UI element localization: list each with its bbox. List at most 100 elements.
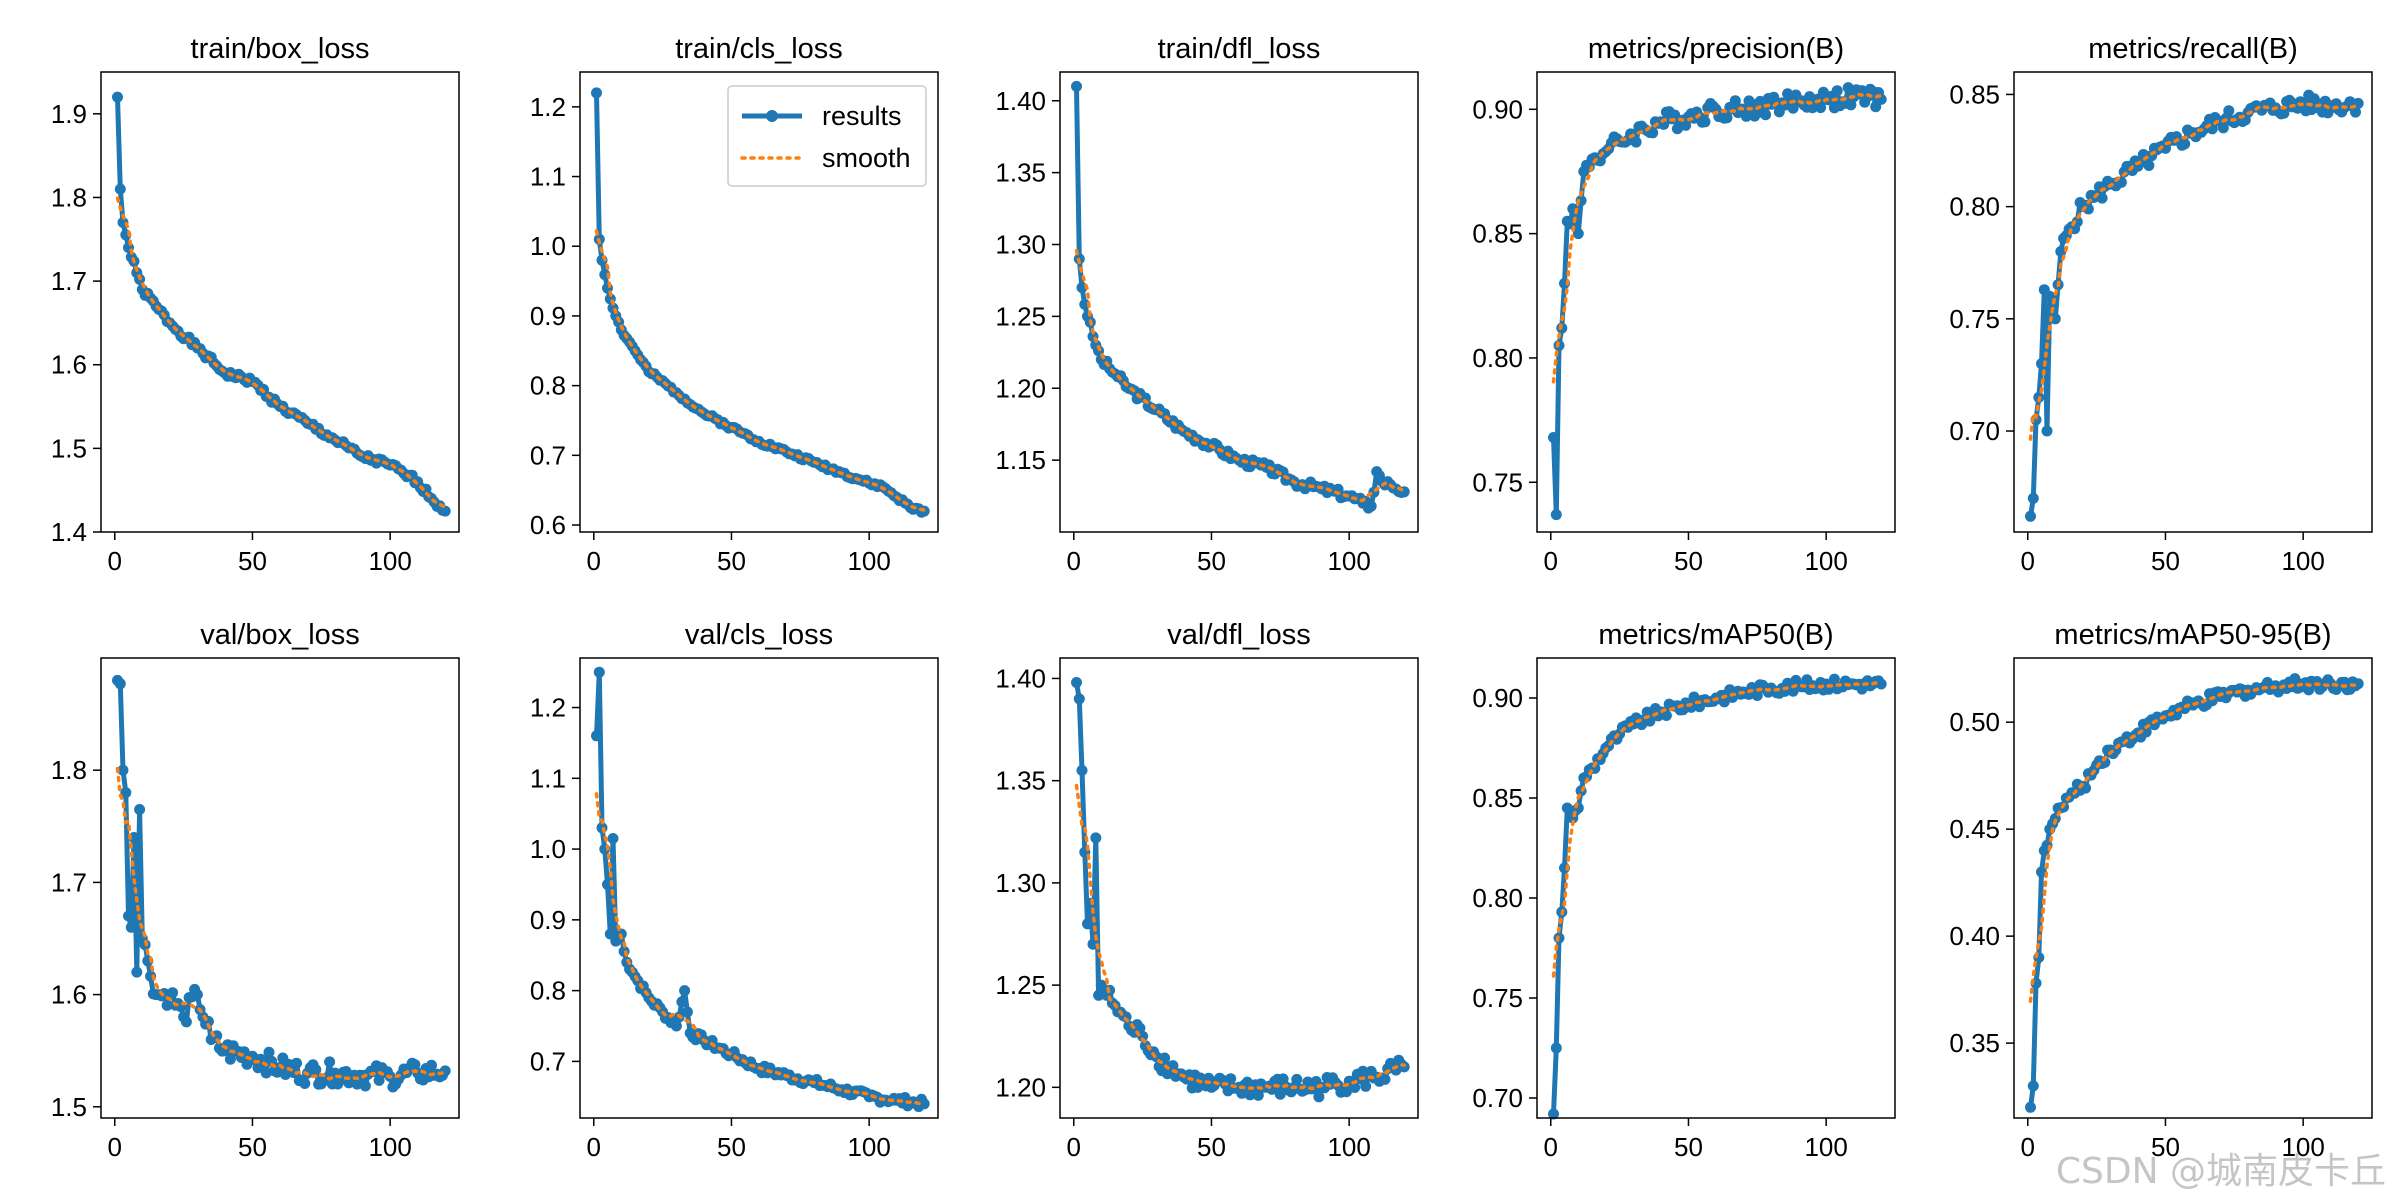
results-point <box>2179 138 2191 150</box>
results-point <box>1548 432 1559 443</box>
results-point <box>1139 392 1151 404</box>
results-point <box>167 987 179 999</box>
y-tick-label: 1.9 <box>51 99 87 129</box>
y-tick-label: 0.85 <box>1472 783 1523 813</box>
results-point <box>2140 726 2152 738</box>
y-tick-label: 1.6 <box>51 980 87 1010</box>
x-tick-label: 100 <box>1327 1132 1370 1162</box>
y-tick-label: 0.80 <box>1472 883 1523 913</box>
y-tick-label: 1.8 <box>51 182 87 212</box>
x-tick-label: 0 <box>108 1132 122 1162</box>
x-tick-label: 0 <box>1544 1132 1558 1162</box>
x-tick-label: 100 <box>368 546 411 576</box>
y-tick-label: 1.7 <box>51 867 87 897</box>
results-point <box>1570 211 1582 223</box>
smooth-line <box>2028 101 2360 441</box>
y-tick-label: 1.2 <box>530 92 566 122</box>
results-point <box>1760 109 1772 121</box>
axes-frame <box>579 71 939 533</box>
y-tick-label: 1.20 <box>995 373 1046 403</box>
smooth-line <box>1074 783 1406 1091</box>
y-tick-label: 1.15 <box>995 445 1046 475</box>
y-tick-label: 1.20 <box>995 1072 1046 1102</box>
results-point <box>2143 160 2155 171</box>
results-point <box>1079 298 1091 310</box>
results-point <box>679 985 691 997</box>
results-point <box>670 1020 682 1032</box>
y-tick-label: 0.75 <box>1949 304 2000 334</box>
x-tick-label: 100 <box>2281 546 2324 576</box>
results-line <box>2028 676 2360 1108</box>
results-point <box>1291 1073 1303 1085</box>
results-point <box>1875 678 1887 690</box>
results-point <box>280 1069 291 1080</box>
results-point <box>439 505 451 517</box>
results-point <box>2096 192 2108 204</box>
results-point <box>1669 109 1681 121</box>
results-point <box>1071 677 1082 688</box>
smooth-line <box>1551 92 1883 384</box>
y-tick-label: 1.2 <box>530 693 566 723</box>
results-line <box>594 669 927 1110</box>
results-point <box>1379 1073 1391 1085</box>
results-point <box>1167 1060 1179 1072</box>
x-tick-label: 0 <box>1544 546 1558 576</box>
subplot-2: train/cls_loss 0 50 100 0.6 0.7 0.8 0.9 1.0 1.1 1.… <box>530 33 939 576</box>
subplot-title: val/dfl_loss <box>1167 619 1310 651</box>
results-point <box>2055 246 2067 257</box>
results-point <box>125 921 137 933</box>
results-point <box>263 1046 275 1058</box>
y-tick-label: 1.35 <box>995 766 1046 796</box>
results-point <box>1660 710 1672 721</box>
results-point <box>291 1057 302 1069</box>
results-point <box>340 1066 352 1077</box>
results-point <box>324 1056 336 1068</box>
x-tick-label: 0 <box>587 546 601 576</box>
subplot-6: val/box_loss 0 50 100 1.5 1.6 1.7 1.8 <box>51 619 460 1162</box>
y-tick-label: 0.85 <box>1472 219 1523 249</box>
y-tick-label: 0.90 <box>1472 94 1523 124</box>
subplot-title: metrics/mAP50(B) <box>1598 619 1833 651</box>
results-point <box>1740 110 1752 122</box>
y-tick-label: 0.8 <box>530 976 566 1006</box>
results-point <box>681 1006 693 1018</box>
y-tick-label: 1.6 <box>51 350 87 380</box>
results-point <box>2025 1101 2036 1113</box>
results-point <box>359 1080 371 1092</box>
results-point <box>117 764 129 776</box>
results-point <box>1225 1073 1237 1085</box>
results-point <box>1076 764 1088 776</box>
results-point <box>134 804 146 815</box>
y-tick-label: 0.70 <box>1472 1083 1523 1113</box>
axes-frame <box>1059 657 1419 1119</box>
subplot-4: metrics/precision(B) 0 50 100 0.75 0.80 0.85 0.… <box>1472 33 1896 576</box>
y-tick-label: 1.0 <box>530 834 566 864</box>
y-tick-label: 1.1 <box>530 763 566 793</box>
axes-frame <box>1059 71 1419 533</box>
y-tick-label: 0.35 <box>1949 1028 2000 1058</box>
x-tick-label: 0 <box>1067 1132 1081 1162</box>
smooth-line <box>2028 682 2360 1003</box>
subplot-1: train/box_loss 0 50 100 1.4 1.5 1.6 1.7 1.8 1.9 <box>51 33 460 576</box>
y-tick-label: 0.6 <box>530 510 566 540</box>
y-tick-label: 1.7 <box>51 266 87 296</box>
results-point <box>1252 1089 1264 1101</box>
legend-results-marker <box>766 110 778 122</box>
x-tick-label: 100 <box>368 1132 411 1162</box>
results-point <box>1550 509 1562 521</box>
y-tick-label: 0.40 <box>1949 921 2000 951</box>
subplot-title: train/dfl_loss <box>1158 33 1321 65</box>
results-point <box>593 666 605 678</box>
results-point <box>1087 938 1099 950</box>
results-point <box>112 91 123 103</box>
x-tick-label: 50 <box>1197 546 1226 576</box>
legend-results-label: results <box>822 101 902 131</box>
results-point <box>260 1067 272 1079</box>
x-tick-label: 50 <box>2151 546 2180 576</box>
subplot-5: metrics/recall(B) 0 50 100 0.70 0.75 0.80 0.85 <box>1949 33 2373 576</box>
results-point <box>1729 95 1741 107</box>
results-point <box>131 966 143 978</box>
x-tick-label: 100 <box>847 1132 890 1162</box>
results-point <box>1721 112 1733 124</box>
results-point <box>1236 1087 1248 1099</box>
